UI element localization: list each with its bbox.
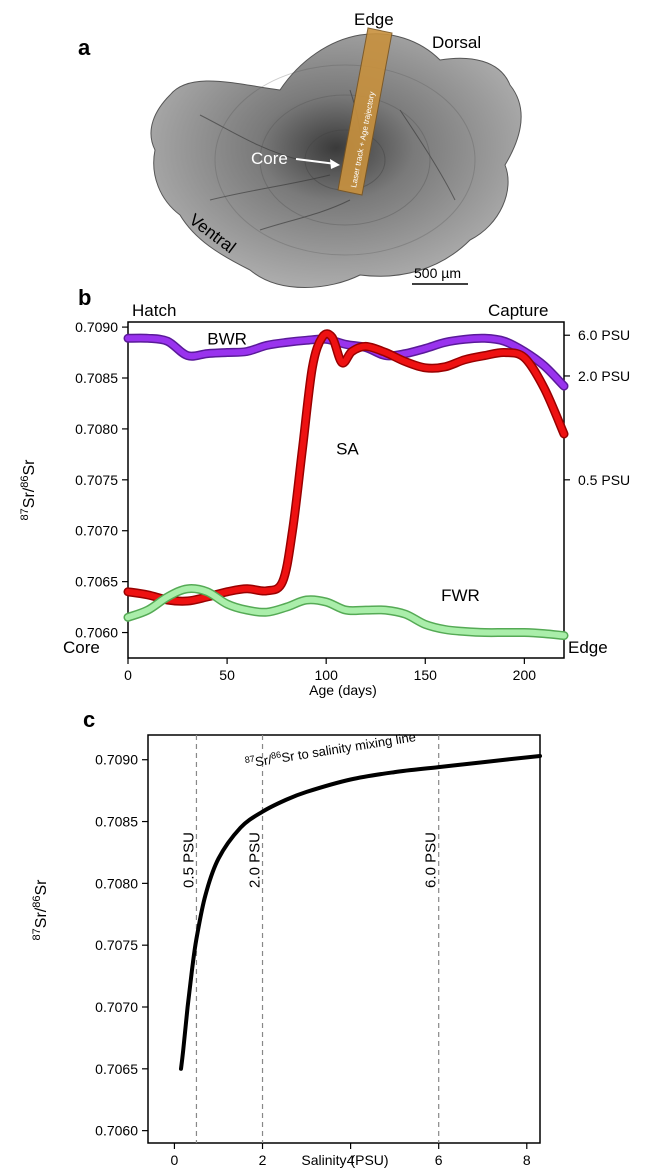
series-label-bwr: BWR (207, 329, 247, 348)
x-tick-label-b: 50 (219, 667, 235, 683)
y-tick-label-b: 0.7070 (75, 523, 118, 539)
right-tick-label-b: 0.5 PSU (578, 472, 630, 488)
series-label-sa: SA (336, 439, 359, 458)
x-tick-label-c: 8 (523, 1152, 531, 1168)
panel-c: c 0.5 PSU 2.0 PSU 6.0 PSU 0.70600.70650.70… (31, 707, 542, 1168)
y-tick-label-b: 0.7060 (75, 625, 118, 641)
y-axis-label-c: 87Sr/86Sr (31, 879, 50, 941)
label-core: Core (251, 149, 288, 168)
x-axis-c: 0 2 4 6 8 (171, 1143, 531, 1168)
reference-line-label: 2.0 PSU (247, 832, 264, 888)
reference-line-label: 6.0 PSU (423, 832, 440, 888)
label-edge: Edge (354, 10, 394, 29)
y-tick-label-c: 0.7080 (95, 875, 138, 891)
y-tick-label-c: 0.7085 (95, 814, 138, 830)
y-tick-label-c: 0.7065 (95, 1061, 138, 1077)
x-tick-label-c: 6 (435, 1152, 443, 1168)
y-tick-label-b: 0.7075 (75, 472, 118, 488)
mixing-curve-line (179, 754, 542, 1071)
corner-label-core: Core (63, 638, 100, 657)
core-arrow (295, 158, 340, 169)
y-tick-label-c: 0.7075 (95, 937, 138, 953)
reference-lines-c: 0.5 PSU 2.0 PSU 6.0 PSU (180, 735, 440, 1143)
scalebar-label: 500 µm (414, 265, 461, 281)
otolith-image (150, 33, 522, 288)
x-tick-label-b: 150 (414, 667, 438, 683)
x-tick-label-b: 0 (124, 667, 132, 683)
corner-label-hatch: Hatch (132, 301, 176, 320)
plot-frame-b (127, 321, 565, 659)
x-tick-label-c: 4 (347, 1152, 355, 1168)
reference-line-label: 0.5 PSU (180, 832, 197, 888)
right-tick-label-b: 2.0 PSU (578, 368, 630, 384)
right-tick-label-b: 6.0 PSU (578, 327, 630, 343)
plot-frame-c (147, 734, 541, 1144)
series-line-bwr (125, 335, 567, 390)
panel-letter-c: c (83, 707, 95, 732)
y-axis-c: 0.7060 0.7065 0.7070 0.7075 0.7080 0.7085 0.70… (95, 752, 148, 1139)
laser-track: Laser track + Age trajectory (337, 27, 393, 196)
series-line-fwr (125, 585, 567, 639)
y-tick-label-c: 0.7090 (95, 752, 138, 768)
series-line-sa (125, 330, 567, 605)
x-tick-label-b: 200 (513, 667, 537, 683)
corner-label-capture: Capture (488, 301, 548, 320)
series-labels-b: BWR SA FWR (207, 329, 480, 605)
right-axis-b: 6.0 PSU 2.0 PSU 0.5 PSU (564, 327, 630, 488)
panel-letter-b: b (78, 285, 91, 310)
x-tick-label-c: 0 (171, 1152, 179, 1168)
y-tick-label-b: 0.7090 (75, 319, 118, 335)
series-label-fwr: FWR (441, 586, 480, 605)
y-tick-label-c: 0.7060 (95, 1123, 138, 1139)
series-b (123, 329, 569, 641)
y-tick-label-b: 0.7085 (75, 370, 118, 386)
mixing-curve (179, 754, 542, 1071)
panel-a: a Laser track + Age trajectory Edge Dors… (78, 10, 522, 288)
corner-label-edge: Edge (568, 638, 608, 657)
x-axis-label-b: Age (days) (309, 682, 377, 698)
panel-letter-a: a (78, 35, 91, 60)
otolith-body (150, 33, 522, 288)
y-tick-label-c: 0.7070 (95, 999, 138, 1015)
x-tick-label-c: 2 (259, 1152, 267, 1168)
y-axis-b: 0.7060 0.7065 0.7070 0.7075 0.7080 0.7085 0.70… (75, 319, 128, 641)
y-tick-label-b: 0.7080 (75, 421, 118, 437)
y-tick-label-b: 0.7065 (75, 574, 118, 590)
x-tick-label-b: 100 (315, 667, 339, 683)
series-outline-sa (123, 329, 569, 606)
panel-b: b Hatch Capture Core Edge 0.70600.70650.… (19, 285, 630, 698)
x-axis-b: 0 50 100 150 200 (124, 658, 536, 683)
x-axis-label-c: Salinity (PSU) (301, 1152, 388, 1168)
label-dorsal: Dorsal (432, 33, 481, 52)
y-axis-label-b: 87Sr/86Sr (19, 459, 38, 521)
